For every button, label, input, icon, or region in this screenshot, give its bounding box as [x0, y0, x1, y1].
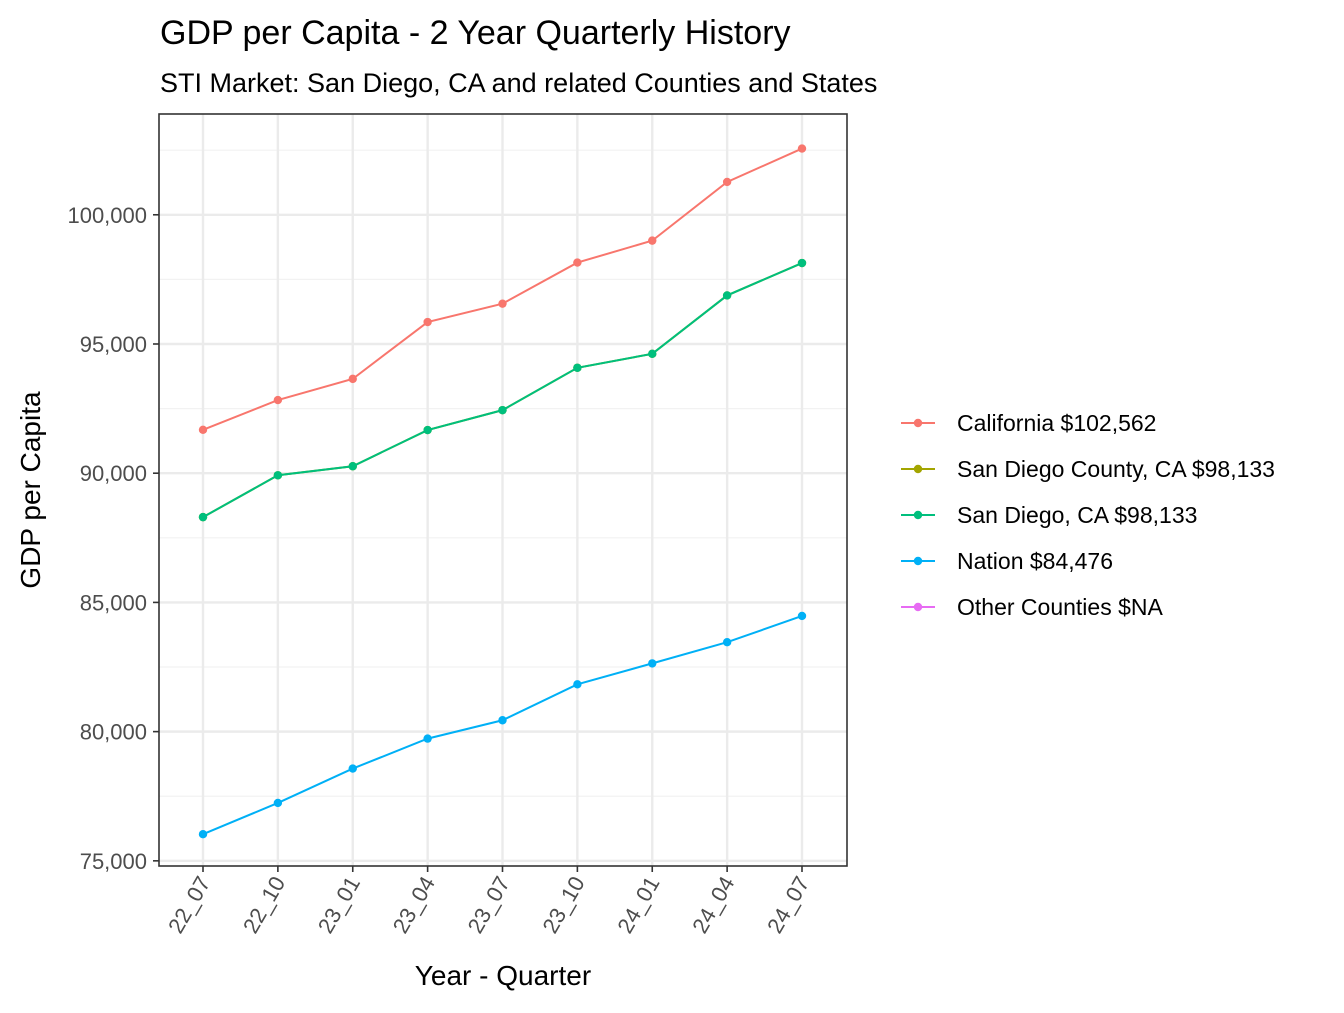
- x-tick-label: 24_07: [762, 872, 814, 937]
- x-tick-label: 23_10: [537, 872, 589, 937]
- data-point: [797, 258, 807, 268]
- y-tick-label: 95,000: [80, 332, 147, 357]
- legend-item-label: California $102,562: [957, 410, 1156, 436]
- y-tick-label: 85,000: [80, 590, 147, 615]
- data-point: [797, 611, 807, 621]
- x-tick-label: 24_04: [687, 872, 739, 937]
- data-point: [273, 395, 283, 405]
- data-point: [648, 659, 657, 668]
- data-point: [348, 374, 357, 384]
- legend-key-point: [913, 602, 923, 612]
- data-point: [573, 258, 582, 267]
- data-point: [797, 144, 807, 153]
- x-tick-label: 22_10: [238, 872, 290, 937]
- y-axis-title: GDP per Capita: [15, 391, 46, 589]
- data-point: [198, 425, 208, 434]
- data-point: [423, 425, 432, 435]
- data-point: [273, 471, 283, 480]
- data-point: [648, 236, 657, 245]
- legend-item-label: Other Counties $NA: [957, 594, 1163, 620]
- legend-key-point: [913, 464, 923, 474]
- chart-subtitle: STI Market: San Diego, CA and related Co…: [160, 68, 877, 98]
- data-point: [198, 830, 208, 839]
- legend-item-label: San Diego, CA $98,133: [957, 502, 1197, 528]
- data-point: [198, 512, 208, 522]
- legend-item-label: Nation $84,476: [957, 548, 1113, 574]
- data-point: [423, 734, 432, 743]
- y-tick-label: 90,000: [80, 461, 147, 486]
- plot-area: 75,000 80,000 85,000 90,000 95,000 100,000 22_…: [67, 113, 848, 937]
- data-point: [348, 764, 357, 773]
- y-tick-label: 75,000: [80, 849, 147, 874]
- data-point: [573, 363, 582, 372]
- x-tick-label: 23_07: [463, 872, 515, 937]
- y-tick-label: 80,000: [80, 720, 147, 745]
- data-point: [498, 405, 507, 415]
- chart-title: GDP per Capita - 2 Year Quarterly Histor…: [160, 14, 791, 52]
- x-tick-label: 23_01: [313, 872, 365, 937]
- data-point: [498, 299, 507, 308]
- legend-key-point: [913, 418, 923, 428]
- x-axis-title: Year - Quarter: [415, 960, 591, 991]
- data-point: [498, 716, 507, 725]
- data-point: [648, 349, 657, 359]
- x-tick-label: 22_07: [163, 872, 215, 937]
- data-point: [348, 462, 357, 471]
- legend-key-point: [913, 556, 923, 566]
- legend: California $102,562 San Diego County, CA …: [901, 410, 1275, 620]
- data-point: [273, 798, 283, 808]
- x-tick-label: 23_04: [388, 872, 440, 937]
- legend-key-point: [913, 510, 923, 520]
- x-tick-label: 24_01: [612, 872, 664, 937]
- legend-item-label: San Diego County, CA $98,133: [957, 456, 1275, 482]
- data-point: [722, 638, 732, 647]
- y-tick-label: 100,000: [67, 203, 147, 228]
- data-point: [722, 291, 732, 300]
- data-point: [423, 317, 432, 327]
- data-point: [573, 680, 582, 689]
- data-point: [722, 177, 732, 187]
